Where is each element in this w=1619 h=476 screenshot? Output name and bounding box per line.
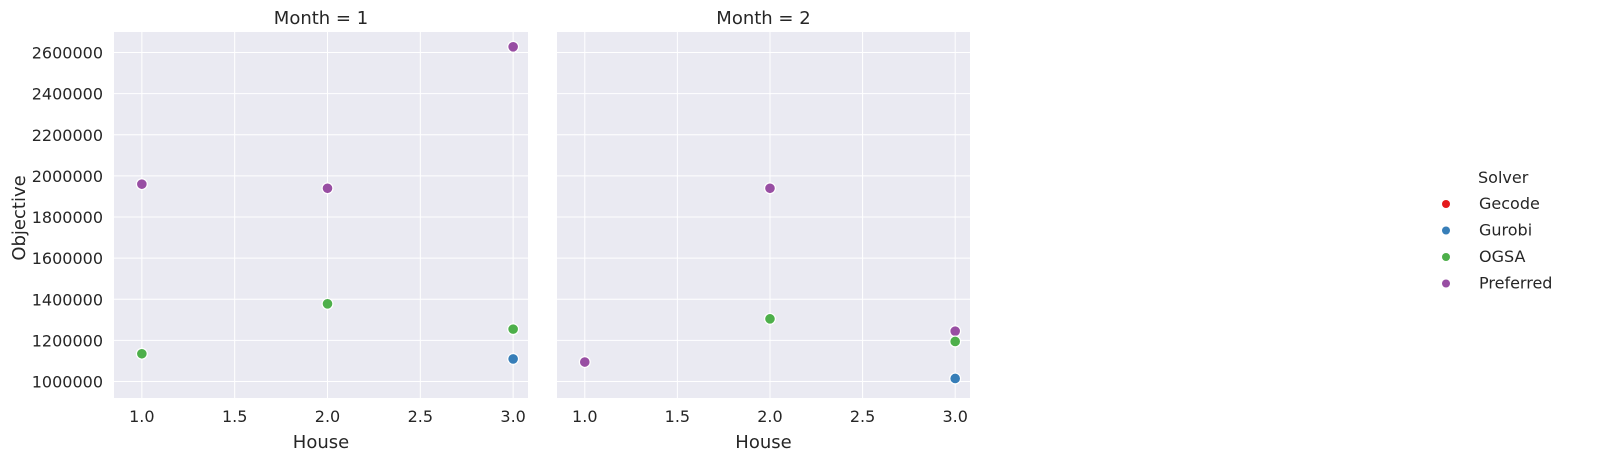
legend-marker	[1442, 226, 1450, 235]
y-tick-label: 1600000	[32, 249, 103, 268]
legend-label: Preferred	[1479, 274, 1552, 293]
y-tick-label: 1200000	[32, 331, 103, 350]
facet-panel: Month = 2 1.0 1.5 2.0 2.5 3.0 House	[557, 8, 970, 453]
data-point-preferred	[578, 356, 591, 369]
legend-marker	[1442, 279, 1450, 288]
legend-label: Gecode	[1479, 194, 1540, 213]
x-axis-label: House	[293, 432, 349, 453]
facet-title: Month = 1	[274, 8, 368, 29]
x-tick-label: 2.0	[757, 407, 782, 426]
legend-label: OGSA	[1479, 247, 1525, 266]
data-point-preferred	[949, 325, 962, 338]
plot-background	[114, 32, 528, 398]
data-point-preferred	[763, 182, 776, 195]
plot-background	[557, 32, 970, 398]
data-point-preferred	[135, 178, 148, 191]
y-tick-label: 1800000	[32, 208, 103, 227]
legend-item: OGSA	[1442, 247, 1525, 266]
legend-item: Preferred	[1442, 274, 1552, 293]
legend-title: Solver	[1478, 168, 1529, 187]
y-axis-label: Objective	[9, 175, 30, 260]
y-tick-label: 2200000	[32, 126, 103, 145]
y-tick-label: 2600000	[32, 44, 103, 63]
legend-item: Gurobi	[1442, 221, 1532, 240]
data-point-preferred	[321, 182, 334, 195]
legend: Solver Gecode Gurobi OGSA Preferred	[1442, 168, 1552, 293]
x-tick-label: 1.5	[665, 407, 690, 426]
facet-panels: Month = 1 1.0 1.5 2.0 2.5 3.0 House 1000000 1200…	[32, 8, 970, 453]
data-point-ogsa	[321, 297, 334, 310]
x-tick-label: 3.0	[942, 407, 967, 426]
facet-title: Month = 2	[716, 8, 810, 29]
y-tick-label: 1400000	[32, 290, 103, 309]
legend-item: Gecode	[1442, 194, 1540, 213]
data-point-gurobi	[949, 372, 962, 385]
x-tick-label: 2.5	[850, 407, 875, 426]
facet-panel: Month = 1 1.0 1.5 2.0 2.5 3.0 House 1000000 1200…	[32, 8, 528, 453]
legend-marker	[1442, 253, 1450, 261]
x-tick-label: 1.0	[572, 407, 597, 426]
x-tick-label: 3.0	[500, 407, 525, 426]
x-tick-label: 1.0	[129, 407, 154, 426]
data-point-gurobi	[507, 352, 520, 365]
legend-marker	[1442, 200, 1450, 208]
x-tick-label: 2.0	[315, 407, 340, 426]
y-tick-label: 2400000	[32, 85, 103, 104]
y-tick-label: 1000000	[32, 373, 103, 392]
data-point-ogsa	[763, 312, 776, 325]
legend-label: Gurobi	[1479, 221, 1532, 240]
data-point-ogsa	[949, 335, 962, 348]
data-point-preferred	[507, 40, 520, 53]
x-axis-label: House	[735, 432, 791, 453]
x-tick-label: 2.5	[408, 407, 433, 426]
y-tick-label: 2000000	[32, 167, 103, 186]
x-tick-label: 1.5	[222, 407, 247, 426]
data-point-ogsa	[135, 347, 148, 360]
data-point-ogsa	[507, 323, 520, 336]
